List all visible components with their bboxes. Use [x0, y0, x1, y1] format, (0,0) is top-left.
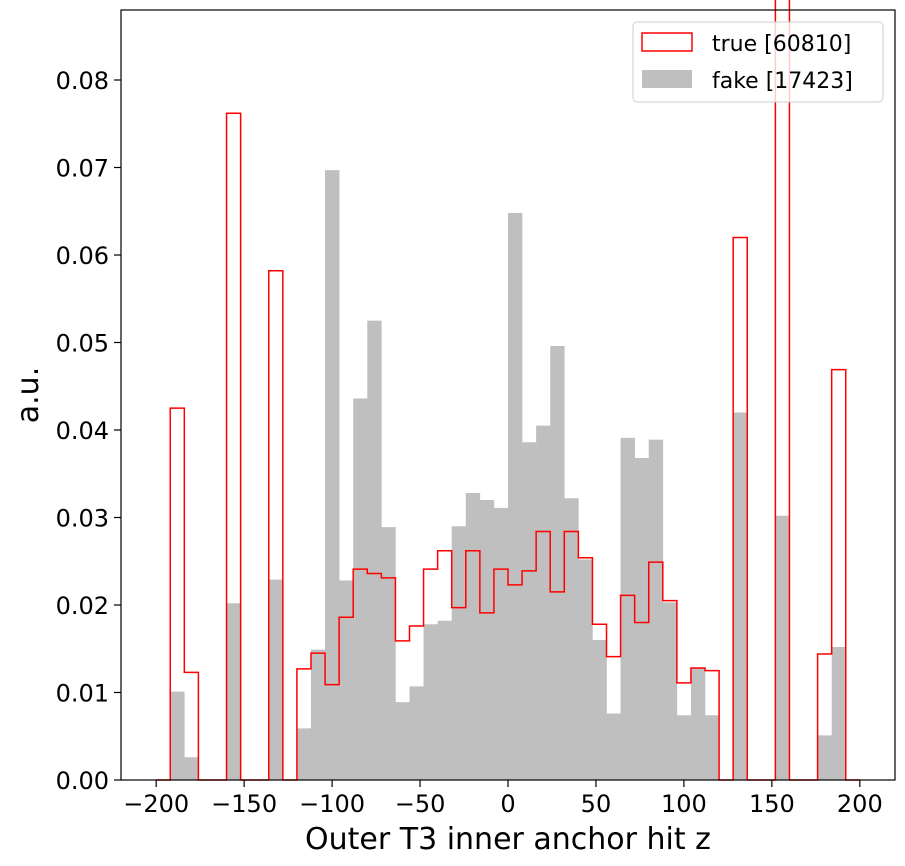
legend-label-true: true [60810]	[712, 32, 851, 57]
fake-bar	[451, 526, 467, 780]
x-tick-label: 0	[500, 790, 515, 818]
fake-bar	[662, 602, 678, 781]
fake-bar	[690, 668, 706, 780]
fake-bar	[493, 507, 509, 781]
fake-bar	[634, 458, 650, 780]
y-tick-label: 0.03	[56, 505, 109, 533]
x-axis-label: Outer T3 inner anchor hit z	[305, 822, 711, 857]
y-tick-label: 0.00	[56, 767, 109, 795]
true-series-step-line	[156, 0, 860, 781]
y-tick-label: 0.01	[56, 680, 109, 708]
fake-bar	[508, 213, 523, 780]
fake-bar	[381, 527, 396, 781]
fake-bar	[325, 170, 340, 781]
y-tick-label: 0.05	[56, 330, 109, 358]
y-tick-label: 0.08	[56, 67, 109, 95]
fake-bar	[831, 647, 847, 780]
y-tick-label: 0.06	[56, 242, 109, 270]
x-tick-label: −100	[299, 790, 365, 818]
legend-swatch-true	[641, 32, 693, 52]
legend-label-fake: fake [17423]	[712, 69, 853, 94]
fake-bar	[648, 439, 664, 781]
fake-bar	[296, 728, 312, 781]
fake-bar	[184, 757, 199, 780]
fake-bar	[522, 442, 537, 780]
fake-bar	[550, 346, 565, 780]
fake-bar	[170, 691, 185, 781]
x-tick-label: −200	[123, 790, 189, 818]
y-tick-label: 0.04	[56, 417, 109, 445]
fake-bar	[465, 493, 481, 780]
fake-bar	[409, 686, 424, 781]
x-tick-label: −50	[395, 790, 446, 818]
fake-bar	[268, 579, 284, 781]
fake-bar	[705, 715, 720, 780]
fake-bar	[592, 640, 607, 780]
fake-bar	[226, 603, 241, 780]
fake-bar	[676, 715, 692, 780]
fake-bar	[733, 412, 748, 780]
fake-bar	[437, 620, 453, 780]
plot-area	[120, 0, 896, 781]
fake-bar	[564, 498, 579, 780]
fake-series	[170, 170, 847, 781]
x-tick-label: 150	[749, 790, 795, 818]
fake-bar	[606, 713, 621, 780]
fake-bar	[620, 437, 635, 780]
y-axis: 0.00 0.01 0.02 0.03 0.04 0.05 0.06 0.07 0.08	[56, 67, 121, 795]
fake-bar	[817, 735, 832, 781]
legend-box	[632, 21, 884, 103]
fake-bar	[395, 702, 410, 781]
x-tick-label: 100	[661, 790, 707, 818]
fake-bar	[339, 580, 354, 780]
x-tick-label: 200	[837, 790, 883, 818]
legend-swatch-fake	[642, 70, 692, 88]
y-tick-label: 0.02	[56, 592, 109, 620]
y-axis-label: a.u.	[11, 367, 46, 423]
y-tick-label: 0.07	[56, 155, 109, 183]
fake-bar	[423, 624, 438, 780]
fake-bar	[310, 649, 326, 781]
fake-bar	[775, 515, 790, 780]
fake-bar	[367, 320, 382, 781]
legend: true [60810] fake [17423]	[632, 21, 884, 103]
x-tick-label: 50	[581, 790, 612, 818]
x-axis: −200 −150 −100 −50 0 50 100 150 200	[123, 780, 883, 818]
x-tick-label: −150	[211, 790, 277, 818]
fake-bar	[578, 559, 593, 780]
fake-bar	[479, 500, 495, 780]
fake-bar	[353, 398, 368, 780]
fake-bar	[536, 425, 551, 781]
